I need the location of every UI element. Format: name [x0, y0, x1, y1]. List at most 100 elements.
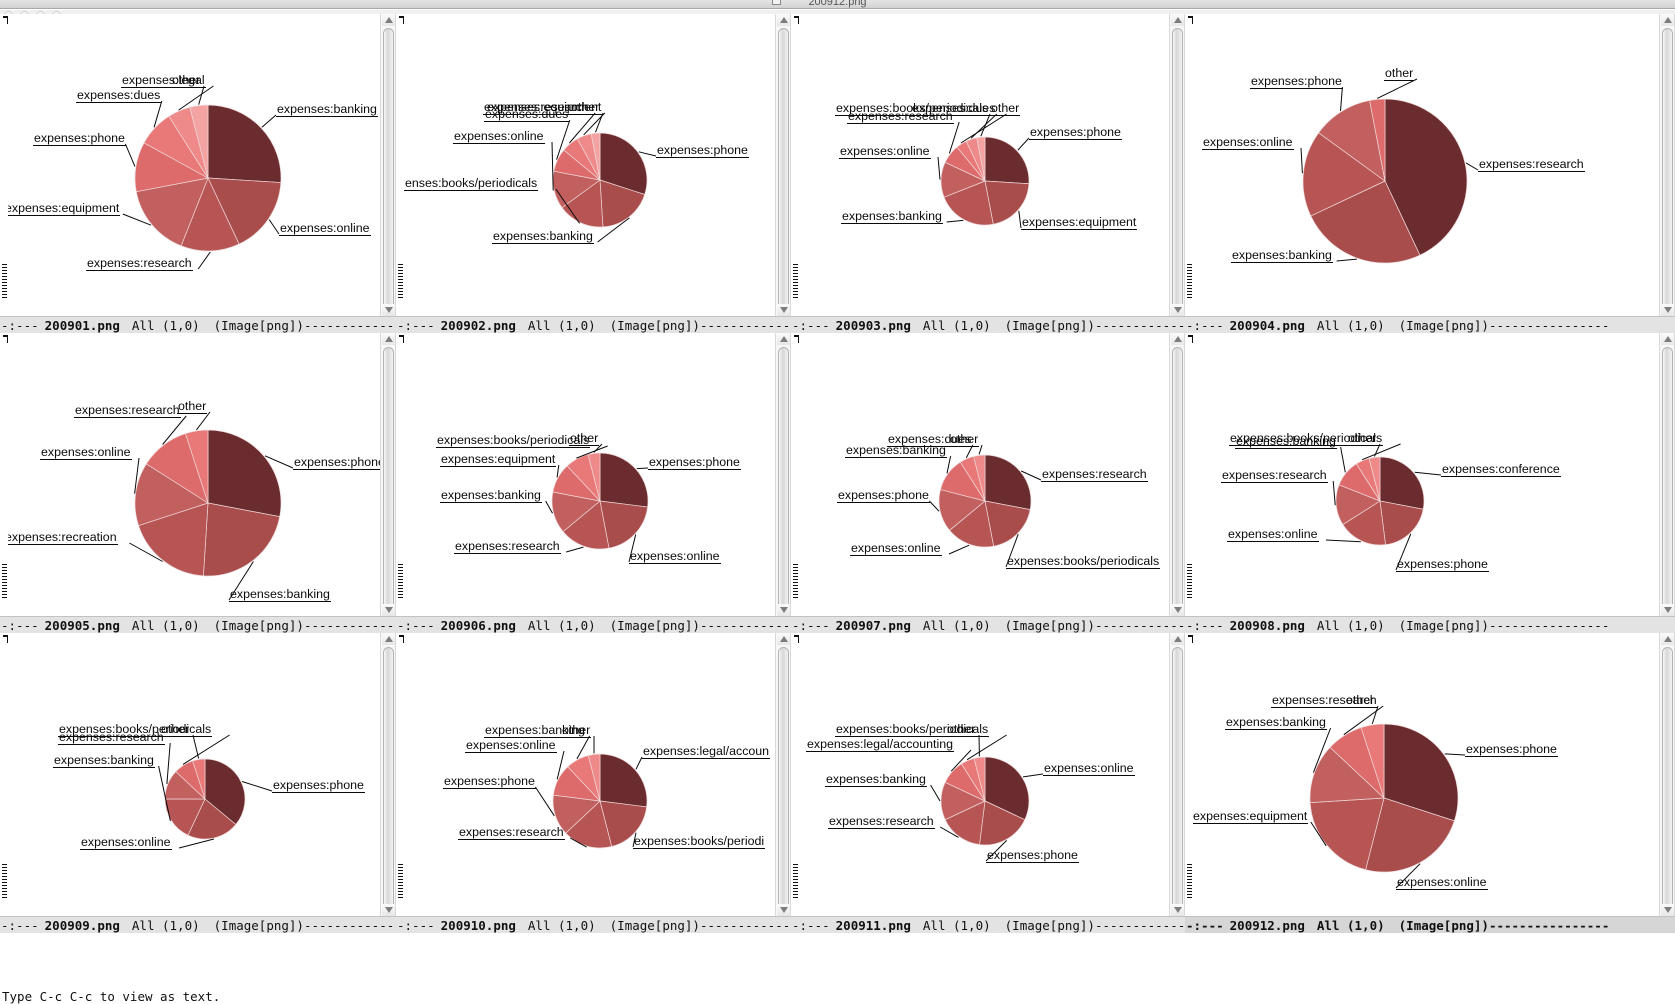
scrollbar-thumb[interactable] — [778, 647, 789, 916]
vertical-scrollbar[interactable] — [1169, 14, 1185, 316]
vertical-scrollbar[interactable] — [775, 333, 791, 616]
image-canvas[interactable]: expenses:legal/accoun expenses:books/peri… — [404, 633, 775, 916]
mode-line[interactable]: -:--- 200906.png All (1,0) (Image[png]) ----… — [396, 616, 791, 633]
emacs-window[interactable]: expenses:research expenses:books/periodic… — [791, 333, 1185, 633]
mode-line[interactable]: -:--- 200904.png All (1,0) (Image[png]) ----… — [1185, 316, 1675, 333]
pie-slice-label: expenses:legal/accoun — [642, 744, 771, 759]
image-canvas[interactable]: expenses:phone expenses:online expenses:ba… — [8, 633, 380, 916]
image-canvas[interactable]: expenses:phone expenses:banking expenses:r… — [8, 333, 380, 616]
scroll-down-arrow-icon[interactable] — [777, 904, 790, 916]
emacs-window[interactable]: expenses:phone expenses:banking expenses:r… — [0, 333, 396, 633]
scroll-down-arrow-icon[interactable] — [382, 604, 395, 616]
left-fringe — [791, 14, 800, 316]
scroll-up-arrow-icon[interactable] — [382, 14, 395, 26]
vertical-scrollbar[interactable] — [775, 633, 791, 916]
scroll-up-arrow-icon[interactable] — [777, 333, 790, 345]
scroll-up-arrow-icon[interactable] — [777, 633, 790, 645]
emacs-window[interactable]: expenses:legal/accoun expenses:books/peri… — [396, 633, 791, 933]
scroll-up-arrow-icon[interactable] — [382, 633, 395, 645]
scroll-up-arrow-icon[interactable] — [1171, 633, 1184, 645]
scrollbar-thumb[interactable] — [383, 647, 394, 916]
scroll-down-arrow-icon[interactable] — [777, 304, 790, 316]
scroll-down-arrow-icon[interactable] — [1171, 604, 1184, 616]
pie-chart: expenses:conference expenses:phone expense… — [1193, 333, 1659, 616]
emacs-window[interactable]: expenses:conference expenses:phone expense… — [1185, 333, 1675, 633]
scroll-down-arrow-icon[interactable] — [1661, 904, 1674, 916]
image-canvas[interactable]: expenses:online expenses:phone expenses:re… — [799, 633, 1169, 916]
emacs-window[interactable]: expenses:phone expenses:banking enses:book… — [396, 14, 791, 333]
scrollbar-thumb[interactable] — [1172, 347, 1183, 616]
scrollbar-thumb[interactable] — [1172, 28, 1183, 316]
pie-slice-label: expenses:phone — [1029, 125, 1122, 140]
mode-line[interactable]: -:--- 200903.png All (1,0) (Image[png]) ----… — [791, 316, 1185, 333]
window-body: expenses:online expenses:phone expenses:re… — [791, 633, 1185, 916]
scroll-up-arrow-icon[interactable] — [382, 333, 395, 345]
emacs-window[interactable]: expenses:phone expenses:online expenses:eq… — [1185, 633, 1675, 933]
left-fringe — [0, 333, 9, 616]
scroll-up-arrow-icon[interactable] — [1171, 14, 1184, 26]
image-canvas[interactable]: expenses:phone expenses:online expenses:eq… — [1193, 633, 1659, 916]
image-canvas[interactable]: expenses:research expenses:books/periodic… — [799, 333, 1169, 616]
pie-slice-label: expenses:books/periodicals — [1006, 554, 1161, 569]
emacs-window[interactable]: expenses:banking expenses:online expenses:… — [0, 14, 396, 333]
vertical-scrollbar[interactable] — [1169, 633, 1185, 916]
scroll-down-arrow-icon[interactable] — [382, 304, 395, 316]
scroll-down-arrow-icon[interactable] — [1171, 304, 1184, 316]
mode-line[interactable]: -:--- 200902.png All (1,0) (Image[png]) ----… — [396, 316, 791, 333]
scrollbar-thumb[interactable] — [778, 28, 789, 316]
vertical-scrollbar[interactable] — [1659, 14, 1675, 316]
mode-line[interactable]: -:--- 200912.png All (1,0) (Image[png]) ----… — [1185, 916, 1675, 933]
scrollbar-thumb[interactable] — [1662, 347, 1673, 616]
scrollbar-thumb[interactable] — [383, 28, 394, 316]
mode-line[interactable]: -:--- 200905.png All (1,0) (Image[png]) ----… — [0, 616, 396, 633]
image-canvas[interactable]: expenses:research expenses:banking expense… — [1193, 14, 1659, 316]
scroll-up-arrow-icon[interactable] — [777, 14, 790, 26]
window-row: expenses:banking expenses:online expenses:… — [0, 14, 1675, 333]
pie-slice-label: expenses:legal — [121, 73, 206, 88]
image-canvas[interactable]: expenses:phone expenses:online expenses:re… — [404, 333, 775, 616]
scrollbar-thumb[interactable] — [1172, 647, 1183, 916]
mode-line-filler: ---------------- — [699, 917, 791, 933]
pie-slice-label: other — [171, 73, 202, 88]
pie-slice-label: expenses:phone — [1465, 742, 1558, 757]
emacs-window[interactable]: expenses:phone expenses:equipment expenses… — [791, 14, 1185, 333]
scroll-up-arrow-icon[interactable] — [1171, 333, 1184, 345]
vertical-scrollbar[interactable] — [775, 14, 791, 316]
scrollbar-thumb[interactable] — [1662, 28, 1673, 316]
scrollbar-thumb[interactable] — [1662, 647, 1673, 916]
mode-line-filler: ---------------- — [1488, 917, 1610, 933]
image-canvas[interactable]: expenses:conference expenses:phone expense… — [1193, 333, 1659, 616]
vertical-scrollbar[interactable] — [1659, 333, 1675, 616]
scroll-down-arrow-icon[interactable] — [1171, 904, 1184, 916]
vertical-scrollbar[interactable] — [1659, 633, 1675, 916]
emacs-window[interactable]: expenses:research expenses:banking expense… — [1185, 14, 1675, 333]
mode-line[interactable]: -:--- 200901.png All (1,0) (Image[png]) ----… — [0, 316, 396, 333]
emacs-window[interactable]: expenses:phone expenses:online expenses:ba… — [0, 633, 396, 933]
emacs-window[interactable]: expenses:online expenses:phone expenses:re… — [791, 633, 1185, 933]
mode-line[interactable]: -:--- 200908.png All (1,0) (Image[png]) ----… — [1185, 616, 1675, 633]
image-canvas[interactable]: expenses:phone expenses:banking enses:book… — [404, 14, 775, 316]
emacs-window[interactable]: expenses:phone expenses:online expenses:re… — [396, 333, 791, 633]
scroll-up-arrow-icon[interactable] — [1661, 633, 1674, 645]
scrollbar-thumb[interactable] — [778, 347, 789, 616]
scroll-up-arrow-icon[interactable] — [1661, 14, 1674, 26]
image-canvas[interactable]: expenses:phone expenses:equipment expenses… — [799, 14, 1169, 316]
scroll-down-arrow-icon[interactable] — [1661, 604, 1674, 616]
scroll-down-arrow-icon[interactable] — [1661, 304, 1674, 316]
vertical-scrollbar[interactable] — [380, 14, 396, 316]
image-canvas[interactable]: expenses:banking expenses:online expenses:… — [8, 14, 380, 316]
scroll-up-arrow-icon[interactable] — [1661, 333, 1674, 345]
scroll-down-arrow-icon[interactable] — [382, 904, 395, 916]
scroll-down-arrow-icon[interactable] — [777, 604, 790, 616]
scrollbar-thumb[interactable] — [383, 347, 394, 616]
pie-slice-label: expenses:banking — [841, 209, 943, 224]
mode-line[interactable]: -:--- 200909.png All (1,0) (Image[png]) ----… — [0, 916, 396, 933]
vertical-scrollbar[interactable] — [1169, 333, 1185, 616]
vertical-scrollbar[interactable] — [380, 633, 396, 916]
vertical-scrollbar[interactable] — [380, 333, 396, 616]
mode-line[interactable]: -:--- 200907.png All (1,0) (Image[png]) ----… — [791, 616, 1185, 633]
mode-line-position: All (1,0) — [1316, 917, 1385, 933]
mode-line[interactable]: -:--- 200911.png All (1,0) (Image[png]) ----… — [791, 916, 1185, 933]
mode-line[interactable]: -:--- 200910.png All (1,0) (Image[png]) ----… — [396, 916, 791, 933]
mode-line-flags: -:--- — [792, 617, 830, 633]
